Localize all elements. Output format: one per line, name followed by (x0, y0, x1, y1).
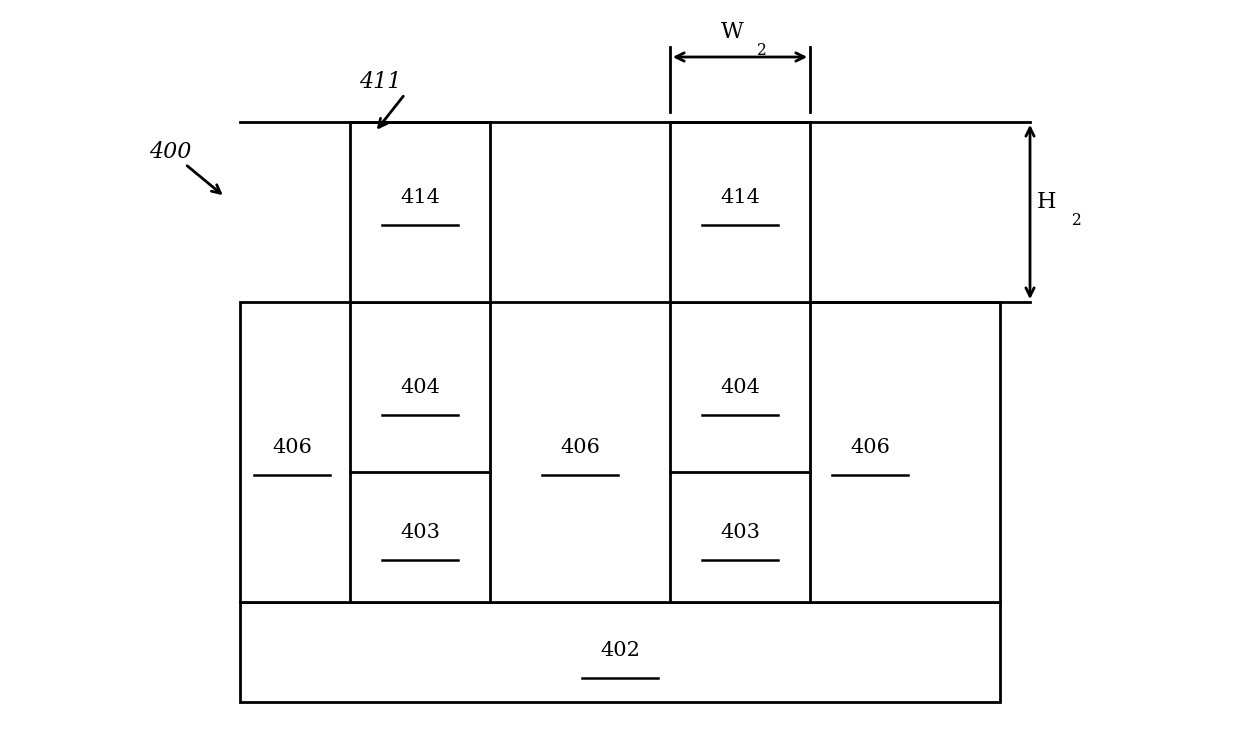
Text: 404: 404 (401, 378, 440, 397)
Text: 402: 402 (600, 640, 640, 660)
Bar (350, 122, 490, 302)
Text: 414: 414 (401, 187, 440, 206)
Text: 403: 403 (401, 523, 440, 542)
Text: W: W (720, 21, 744, 43)
Text: 406: 406 (560, 438, 600, 457)
Text: 404: 404 (720, 378, 760, 397)
Text: 2: 2 (1073, 212, 1081, 228)
Text: 411: 411 (358, 71, 402, 93)
Text: 406: 406 (272, 438, 312, 457)
Bar (670, 122, 810, 302)
Bar (241, 602, 999, 702)
Text: 414: 414 (720, 187, 760, 206)
Text: 403: 403 (720, 523, 760, 542)
Text: 406: 406 (851, 438, 890, 457)
Text: 400: 400 (149, 141, 191, 163)
Text: 2: 2 (758, 42, 766, 59)
Text: H: H (1037, 191, 1056, 213)
Bar (241, 302, 999, 602)
